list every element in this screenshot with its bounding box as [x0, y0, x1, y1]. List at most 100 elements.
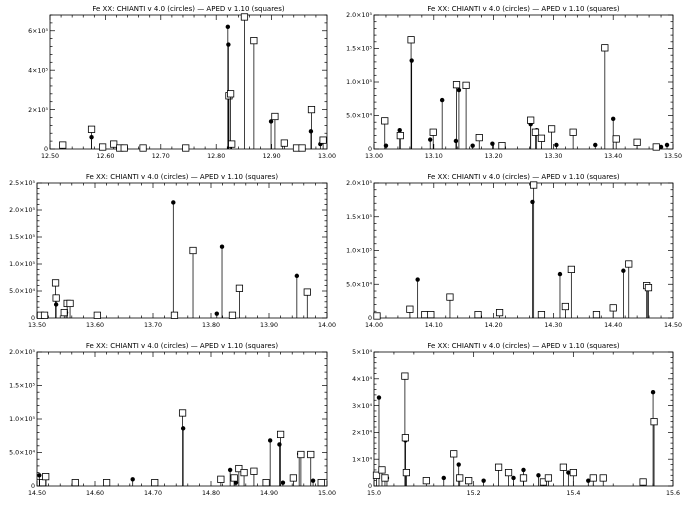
- y-tick-label: 3×10⁴: [352, 403, 372, 410]
- y-tick-label: 1×10⁴: [352, 456, 372, 463]
- circle-marker: [415, 277, 420, 282]
- circle-marker: [557, 271, 563, 277]
- x-tick-label: 14.30: [544, 322, 562, 329]
- x-tick-label: 15.2: [467, 490, 481, 497]
- square-marker: [407, 36, 415, 44]
- square-marker: [537, 311, 546, 319]
- square-marker: [120, 144, 128, 152]
- square-marker: [548, 125, 556, 133]
- x-tick-label: 13.00: [365, 153, 383, 160]
- y-tick-label: 1.5×10⁵: [346, 214, 372, 221]
- circle-marker: [521, 467, 526, 473]
- x-tick-label: 13.10: [425, 153, 443, 160]
- square-marker: [307, 450, 315, 459]
- square-marker: [235, 464, 243, 473]
- x-tick-label: 13.50: [28, 322, 46, 329]
- circle-marker: [439, 97, 445, 103]
- square-marker: [652, 143, 660, 151]
- square-marker: [612, 135, 620, 143]
- square-marker: [42, 473, 50, 481]
- square-marker: [450, 450, 458, 458]
- square-marker: [227, 90, 235, 98]
- square-marker: [189, 246, 197, 255]
- circle-marker: [308, 129, 314, 134]
- chart-panel-4: Fe XX: CHIANTI v 4.0 (circles) — APED v …: [346, 173, 682, 329]
- square-marker: [280, 139, 288, 147]
- chart-panel-3: Fe XX: CHIANTI v 4.0 (circles) — APED v …: [9, 173, 336, 329]
- square-marker: [250, 37, 258, 45]
- x-tick-label: 14.80: [202, 490, 220, 497]
- square-marker: [452, 81, 461, 89]
- circle-marker: [566, 470, 571, 475]
- circle-marker: [130, 477, 135, 482]
- circle-marker: [428, 137, 433, 142]
- circle-marker: [227, 467, 233, 473]
- square-marker: [504, 468, 513, 477]
- circle-marker: [376, 395, 382, 400]
- chart-title: Fe XX: CHIANTI v 4.0 (circles) — APED v …: [427, 342, 620, 350]
- y-tick-label: 2.0×10⁵: [346, 12, 372, 19]
- square-marker: [303, 288, 311, 296]
- square-marker: [569, 468, 577, 477]
- circle-marker: [511, 475, 516, 481]
- y-tick-label: 4×10⁵: [28, 67, 48, 74]
- square-marker: [422, 477, 430, 485]
- square-marker: [378, 466, 386, 474]
- square-marker: [609, 304, 617, 312]
- x-tick-label: 13.90: [260, 322, 278, 329]
- square-marker: [271, 112, 279, 121]
- circle-marker: [214, 311, 219, 316]
- x-tick-label: 14.20: [485, 322, 503, 329]
- square-marker: [40, 311, 49, 319]
- chart-title: Fe XX: CHIANTI v 4.0 (circles) — APED v …: [86, 173, 279, 181]
- y-tick-label: 1.0×10⁵: [9, 416, 35, 423]
- x-tick-label: 13.50: [664, 153, 682, 160]
- square-marker: [262, 479, 270, 487]
- square-marker: [289, 474, 297, 482]
- square-marker: [71, 479, 79, 487]
- chart-title: Fe XX: CHIANTI v 4.0 (circles) — APED v …: [427, 173, 620, 181]
- square-marker: [151, 479, 159, 487]
- square-marker: [519, 474, 528, 482]
- square-marker: [217, 475, 225, 483]
- circle-marker: [554, 142, 559, 148]
- series-squares: [36, 246, 311, 319]
- series-squares: [372, 372, 658, 486]
- circle-marker: [586, 478, 591, 483]
- square-marker: [170, 311, 179, 319]
- series-squares: [373, 181, 653, 320]
- circle-marker: [621, 268, 626, 273]
- chart-title: Fe XX: CHIANTI v 4.0 (circles) — APED v …: [92, 5, 285, 13]
- square-marker: [633, 138, 641, 146]
- series-circles: [376, 390, 656, 486]
- y-tick-label: 0: [31, 483, 35, 490]
- square-marker: [182, 144, 190, 152]
- chart-panels: Fe XX: CHIANTI v 4.0 (circles) — APED v …: [9, 5, 682, 497]
- chart-panel-1: Fe XX: CHIANTI v 4.0 (circles) — APED v …: [28, 5, 336, 160]
- y-tick-label: 2×10⁵: [28, 107, 48, 114]
- square-marker: [539, 478, 548, 486]
- x-tick-label: 13.80: [202, 322, 220, 329]
- x-tick-label: 15.00: [318, 490, 336, 497]
- square-marker: [228, 140, 236, 148]
- square-marker: [66, 299, 74, 308]
- square-marker: [99, 143, 107, 151]
- circle-marker: [294, 273, 300, 279]
- square-marker: [401, 434, 409, 442]
- x-tick-label: 13.30: [544, 153, 562, 160]
- y-tick-label: 1.5×10⁵: [9, 234, 35, 241]
- square-marker: [276, 430, 285, 439]
- circle-marker: [171, 200, 176, 205]
- square-marker: [307, 105, 316, 114]
- square-marker: [228, 311, 237, 319]
- square-marker: [589, 474, 597, 482]
- y-tick-label: 1.0×10⁵: [9, 261, 35, 268]
- circle-marker: [226, 42, 231, 47]
- square-marker: [474, 311, 482, 319]
- circle-marker: [267, 438, 273, 443]
- circle-marker: [658, 144, 664, 150]
- square-marker: [372, 471, 381, 479]
- y-tick-label: 2×10⁴: [352, 430, 372, 437]
- circle-marker: [397, 128, 402, 133]
